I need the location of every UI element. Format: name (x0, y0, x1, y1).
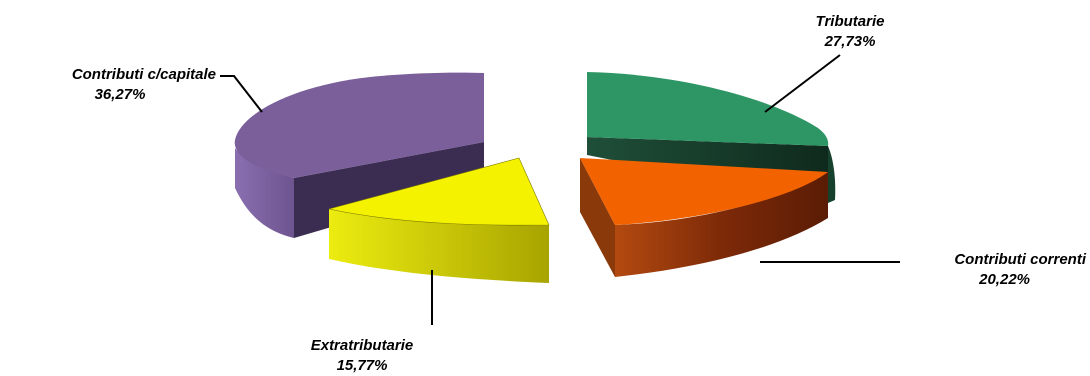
label-contributi-capitale-value: 36,27% (95, 86, 146, 103)
label-tributarie-name: Tributarie (816, 13, 885, 30)
slice-contributi-correnti-inner (580, 158, 615, 277)
slice-contributi-correnti (580, 158, 828, 277)
slice-extratributarie-top (328, 157, 550, 226)
slice-contributi-capitale-side (235, 148, 294, 238)
slice-contributi-correnti-top (580, 158, 828, 225)
label-extratributarie-value: 15,77% (337, 357, 388, 374)
label-extratributarie-name: Extratributarie (311, 337, 414, 354)
label-tributarie-value: 27,73% (824, 33, 876, 50)
label-contributi-correnti-value: 20,22% (978, 271, 1030, 288)
slice-tributarie-side (828, 146, 836, 203)
slice-contributi-capitale-top (234, 72, 484, 178)
leader-line-tributarie (764, 54, 841, 113)
slice-tributarie-top (587, 72, 829, 146)
label-contributi-capitale-name: Contributi c/capitale (72, 66, 216, 83)
label-contributi-correnti-name: Contributi correnti (954, 251, 1086, 268)
slice-extratributarie-side (329, 209, 549, 283)
slice-extratributarie (328, 157, 550, 283)
slice-contributi-correnti-side (615, 172, 828, 277)
leader-line-contributi-capitale (220, 75, 263, 113)
